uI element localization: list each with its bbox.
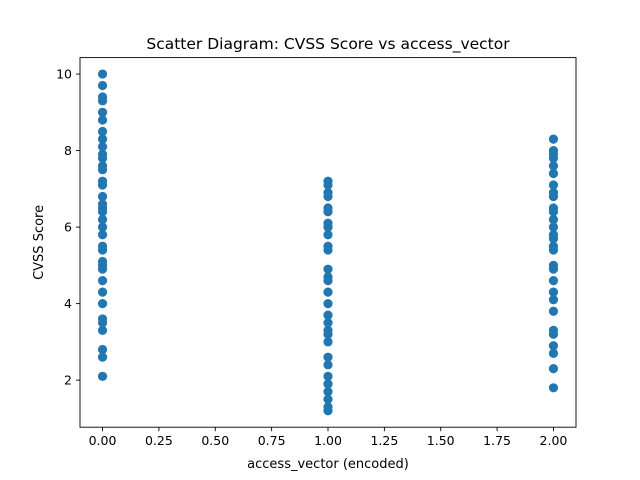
y-tick-label: 4 [64, 296, 72, 311]
data-point [548, 214, 559, 225]
data-point [323, 352, 333, 362]
data-point [323, 402, 333, 412]
data-point [323, 218, 333, 228]
data-point [323, 337, 333, 347]
data-point [548, 295, 559, 305]
data-point [97, 230, 108, 240]
data-point [97, 214, 108, 225]
data-point [548, 188, 559, 198]
data-point [97, 352, 108, 362]
data-point [97, 161, 108, 171]
y-axis: 2 4 6 8 10 [56, 67, 80, 388]
data-point [323, 325, 333, 335]
data-point [548, 180, 559, 190]
data-point [323, 287, 333, 297]
y-tick-label: 2 [64, 373, 72, 388]
x-tick-label: 0.00 [89, 433, 117, 448]
data-point [97, 256, 108, 267]
data-point [97, 276, 108, 286]
x-axis: 0.00 0.25 0.50 0.75 1.00 1.25 1.50 1.75 2.00 [89, 427, 568, 448]
data-point [97, 107, 108, 117]
y-tick-label: 10 [56, 67, 72, 82]
data-point [97, 92, 108, 102]
data-point [97, 325, 108, 335]
data-point [548, 348, 559, 358]
x-tick-label: 0.75 [258, 433, 286, 448]
data-point [97, 176, 108, 186]
data-point [323, 230, 333, 240]
data-point [97, 142, 108, 152]
data-point [97, 222, 108, 232]
data-point [323, 203, 333, 213]
y-axis-label: CVSS Score [32, 205, 47, 280]
data-point [548, 241, 559, 251]
data-point [323, 310, 333, 320]
data-point [97, 134, 108, 144]
data-point [548, 203, 559, 213]
x-tick-label: 1.00 [314, 433, 342, 448]
data-point [97, 80, 108, 91]
x-axis-label: access_vector (encoded) [247, 457, 409, 472]
data-point [548, 168, 559, 179]
data-point [323, 318, 333, 328]
data-point [548, 222, 559, 232]
data-point [548, 341, 559, 351]
data-point [323, 264, 333, 274]
x-tick-label: 1.25 [370, 433, 398, 448]
data-point [548, 134, 559, 144]
data-point [97, 371, 108, 381]
data-point [323, 379, 333, 389]
data-point [97, 314, 108, 324]
data-point [97, 191, 108, 202]
data-point [323, 241, 333, 251]
data-point [323, 371, 333, 381]
x-tick-label: 0.50 [201, 433, 229, 448]
x-tick-label: 1.50 [427, 433, 455, 448]
data-point [97, 126, 108, 137]
data-point [548, 230, 559, 240]
data-point [548, 364, 559, 374]
data-point [97, 149, 108, 159]
data-point [548, 325, 559, 335]
data-point [97, 241, 108, 251]
data-point [97, 69, 108, 79]
data-point [323, 387, 333, 397]
data-point [97, 115, 108, 125]
data-point [548, 145, 559, 156]
data-point [548, 276, 559, 286]
data-point [323, 188, 333, 198]
data-point [548, 161, 559, 171]
data-point [97, 299, 108, 309]
data-point [323, 176, 333, 186]
data-point [97, 344, 108, 355]
x-tick-label: 1.75 [483, 433, 511, 448]
chart-title: Scatter Diagram: CVSS Score vs access_ve… [146, 35, 510, 54]
x-tick-label: 0.25 [145, 433, 173, 448]
y-tick-label: 6 [64, 220, 72, 235]
data-point [97, 287, 108, 297]
data-point [548, 306, 559, 316]
data-point [97, 199, 108, 209]
data-point [323, 394, 333, 404]
x-tick-label: 2.00 [540, 433, 568, 448]
data-point [548, 287, 559, 297]
data-points [97, 69, 559, 416]
y-tick-label: 8 [64, 143, 72, 158]
data-point [323, 299, 333, 309]
data-point [323, 360, 333, 370]
data-point [548, 260, 559, 270]
data-point [323, 272, 333, 282]
data-point [548, 383, 559, 393]
